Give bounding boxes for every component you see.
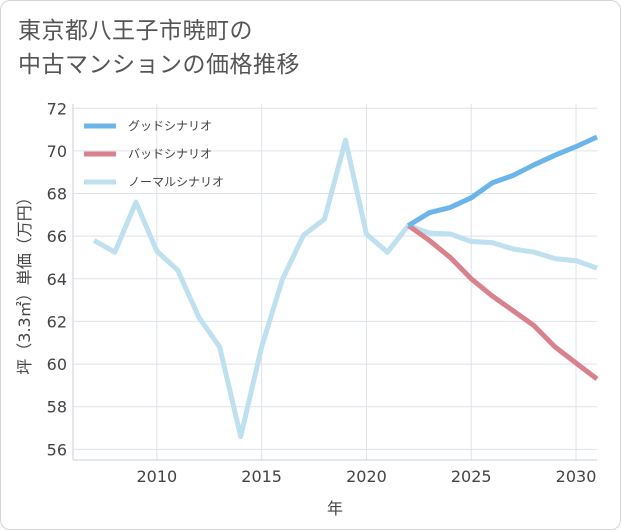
y-tick-label: 68 — [47, 185, 67, 204]
series-line-3 — [92, 137, 598, 440]
chart-title-line-2: 中古マンションの価格推移 — [18, 52, 300, 78]
y-tick-label: 72 — [47, 99, 67, 118]
y-axis-ticks: 56 58 60 62 64 66 68 70 72 — [47, 99, 67, 459]
x-tick-label: 2010 — [136, 467, 177, 486]
x-axis-ticks: 2010 2015 2020 2025 2030 — [136, 467, 596, 486]
y-axis-title: 坪（3.3㎡）単価（万円） — [15, 189, 34, 374]
y-tick-label: 70 — [47, 142, 67, 161]
x-axis-title: 年 — [327, 499, 343, 518]
legend-label: グッドシナリオ — [128, 119, 212, 133]
x-tick-label: 2025 — [451, 467, 492, 486]
y-tick-label: 60 — [47, 355, 67, 374]
y-tick-label: 64 — [47, 270, 67, 289]
x-tick-label: 2020 — [346, 467, 387, 486]
plot-frame — [72, 104, 597, 461]
series-line-2 — [406, 223, 599, 381]
legend-label: バッドシナリオ — [128, 147, 212, 161]
series-lines — [92, 134, 599, 440]
y-tick-label: 62 — [47, 312, 67, 331]
series-line-1 — [407, 134, 599, 228]
y-tick-label: 66 — [47, 227, 67, 246]
y-tick-label: 58 — [47, 398, 67, 417]
legend-label: ノーマルシナリオ — [128, 175, 224, 189]
y-tick-label: 56 — [47, 440, 67, 459]
chart-title: 東京都八王子市暁町の 中古マンションの価格推移 — [18, 14, 300, 82]
x-tick-label: 2030 — [556, 467, 597, 486]
x-tick-label: 2015 — [241, 467, 282, 486]
chart-title-line-1: 東京都八王子市暁町の — [18, 18, 253, 44]
